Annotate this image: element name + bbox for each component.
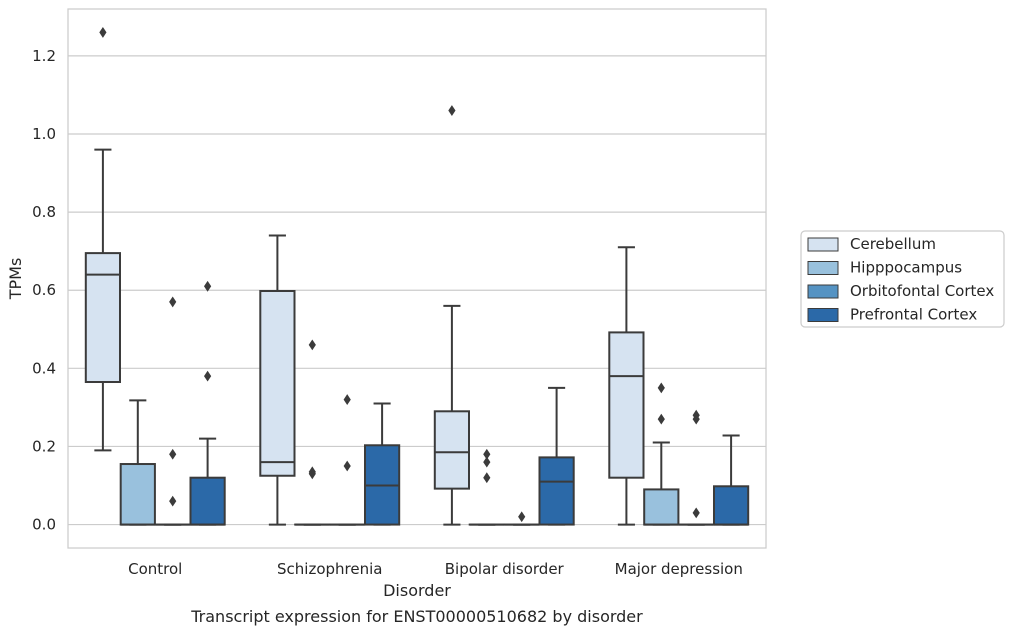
box-body xyxy=(119,463,156,526)
outlier-point xyxy=(657,382,665,394)
box-3-3 xyxy=(712,434,750,526)
outlier-point xyxy=(483,472,491,484)
box-body xyxy=(189,476,226,526)
outlier-point xyxy=(204,280,212,292)
box-3-0 xyxy=(189,280,226,526)
y-tick-label: 1.2 xyxy=(32,47,56,65)
box-body xyxy=(643,488,680,526)
legend-label: Orbitofontal Cortex xyxy=(850,282,994,300)
box-body xyxy=(259,289,296,477)
outlier-point xyxy=(518,511,526,523)
y-axis-label: TPMs xyxy=(6,258,25,301)
box-0-2 xyxy=(433,105,471,526)
outlier-point xyxy=(343,394,351,405)
y-tick-labels: 0.0 0.2 0.4 0.6 0.8 1.0 1.2 xyxy=(32,47,56,534)
legend-swatch xyxy=(807,237,839,252)
box-1-0 xyxy=(119,399,156,526)
y-tick-label: 1.0 xyxy=(32,125,56,143)
box-2-3 xyxy=(678,409,715,526)
outlier-point xyxy=(483,448,491,460)
legend-label: Prefrontal Cortex xyxy=(850,306,977,324)
grid-lines xyxy=(68,55,766,526)
box-0-0 xyxy=(84,27,122,452)
x-tick-label: Bipolar disorder xyxy=(445,560,565,578)
y-tick-label: 0.2 xyxy=(32,437,56,455)
outlier-point xyxy=(169,448,177,460)
y-tick-label: 0.6 xyxy=(32,281,56,299)
outlier-point xyxy=(308,466,316,478)
plot-boxes xyxy=(84,27,750,526)
y-tick-label: 0.8 xyxy=(32,203,56,221)
box-body xyxy=(433,410,471,490)
outlier-point xyxy=(169,495,177,507)
box-2-0 xyxy=(154,296,191,526)
y-tick-label: 0.0 xyxy=(32,516,56,534)
outlier-point xyxy=(692,413,700,425)
box-1-2 xyxy=(468,448,505,526)
x-tick-labels: Control Schizophrenia Bipolar disorder Majo… xyxy=(128,560,743,578)
outlier-point xyxy=(343,460,351,472)
outlier-point xyxy=(692,507,700,519)
outlier-point xyxy=(99,27,107,38)
outlier-point xyxy=(308,339,316,351)
box-body xyxy=(84,252,122,384)
legend-swatch xyxy=(807,261,839,275)
x-axis-label: Disorder xyxy=(383,581,451,600)
box-body xyxy=(608,331,645,479)
box-1-3 xyxy=(643,382,680,526)
x-tick-label: Major depression xyxy=(615,560,743,578)
x-tick-label: Control xyxy=(128,560,182,578)
outlier-point xyxy=(657,413,665,425)
outlier-point xyxy=(169,296,177,308)
box-2-1 xyxy=(329,394,366,526)
outlier-point xyxy=(483,456,491,468)
x-tick-label: Schizophrenia xyxy=(277,560,382,578)
legend-swatch xyxy=(807,284,839,299)
outlier-point xyxy=(448,105,456,116)
box-0-3 xyxy=(608,246,645,526)
box-1-1 xyxy=(294,339,331,526)
legend-swatch xyxy=(807,308,839,322)
box-3-2 xyxy=(538,386,575,526)
chart-caption: Transcript expression for ENST0000051068… xyxy=(190,607,643,626)
box-2-2 xyxy=(503,511,540,526)
legend-label: Hipppocampus xyxy=(850,259,962,277)
legend-frame xyxy=(800,230,1005,328)
box-body xyxy=(712,485,750,526)
outlier-point xyxy=(204,370,212,382)
y-tick-label: 0.4 xyxy=(32,359,56,377)
plot-frame xyxy=(67,8,767,549)
box-body xyxy=(538,456,575,526)
legend: Cerebellum Hipppocampus Orbitofontal Corte… xyxy=(800,230,1005,328)
legend-label: Cerebellum xyxy=(850,235,936,253)
box-0-1 xyxy=(259,234,296,526)
box-3-1 xyxy=(363,402,401,526)
